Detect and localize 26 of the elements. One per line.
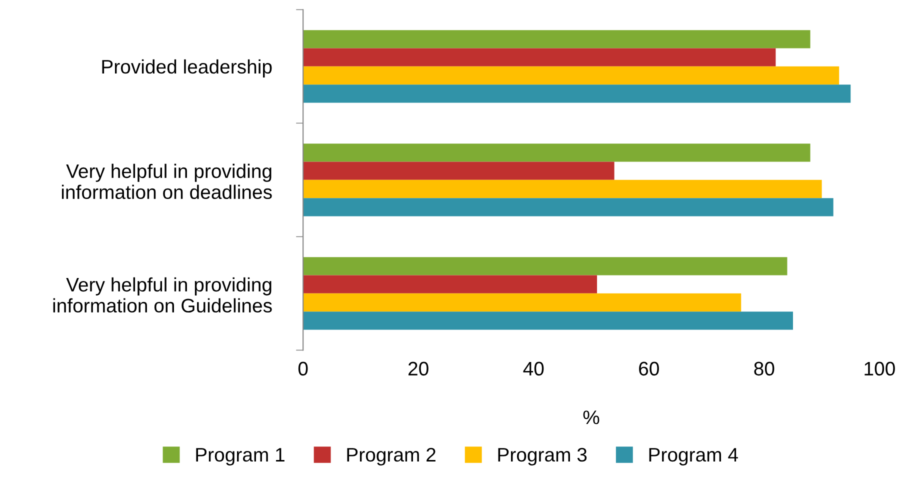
x-tick-label: 0 [298, 362, 308, 376]
bar [303, 312, 793, 330]
legend-label: Program 3 [498, 448, 587, 466]
bar [303, 180, 822, 198]
x-tick-label: 20 [408, 362, 428, 376]
bar [303, 162, 614, 180]
bar [303, 144, 810, 162]
bar [303, 66, 840, 85]
bar [303, 257, 788, 276]
bar [303, 198, 834, 216]
bar [303, 48, 776, 66]
legend-label: Program 1 [196, 448, 284, 466]
x-tick-label: 100 [864, 362, 895, 376]
y-tick-label: Very helpful in providing information on Guidelines [53, 277, 272, 313]
x-tick-label: 40 [523, 362, 544, 376]
x-axis-title: % [583, 410, 600, 424]
bar [303, 293, 742, 312]
bar [303, 30, 810, 48]
y-tick-label: Provided leadership [102, 59, 272, 78]
bar [303, 84, 851, 103]
y-tick-label: Very helpful in providing information on deadlines [62, 164, 272, 200]
legend-label: Program 4 [649, 448, 738, 466]
bar [303, 275, 598, 294]
x-tick-label: 60 [639, 362, 659, 376]
legend-label: Program 2 [347, 448, 436, 466]
x-tick-label: 80 [754, 362, 774, 376]
